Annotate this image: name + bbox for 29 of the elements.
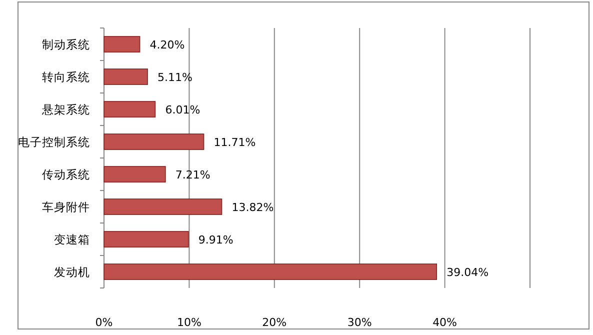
data-label: 7.21% [175, 168, 210, 182]
bar [104, 264, 438, 280]
data-label: 39.04% [446, 266, 489, 279]
x-tick-label: 10% [176, 316, 202, 329]
bar [104, 134, 204, 150]
data-label: 11.71% [214, 136, 256, 149]
data-label: 9.91% [198, 233, 234, 246]
x-tick-label: 40% [432, 316, 458, 329]
y-tick-label: 制动系统 [42, 37, 90, 52]
y-tick-label: 传动系统 [42, 167, 90, 182]
bar [104, 231, 189, 248]
bar [104, 101, 156, 118]
bar [104, 68, 148, 85]
data-label: 5.11% [158, 70, 192, 84]
y-tick-label: 转向系统 [42, 70, 90, 84]
data-label: 4.20% [150, 38, 185, 52]
x-tick-label: 30% [347, 316, 372, 329]
x-tick-label: 20% [262, 316, 287, 329]
data-label: 6.01% [165, 103, 200, 116]
y-tick-label: 变速箱 [54, 232, 90, 246]
bar [104, 198, 222, 215]
bar [104, 36, 140, 52]
y-tick-label: 车身附件 [42, 200, 90, 214]
y-tick-label: 发动机 [54, 264, 90, 279]
bar [104, 166, 166, 182]
y-tick-label: 电子控制系统 [18, 134, 90, 149]
x-tick-label: 0% [95, 316, 113, 329]
data-label: 13.82% [232, 200, 274, 214]
y-tick-label: 悬架系统 [41, 102, 90, 116]
